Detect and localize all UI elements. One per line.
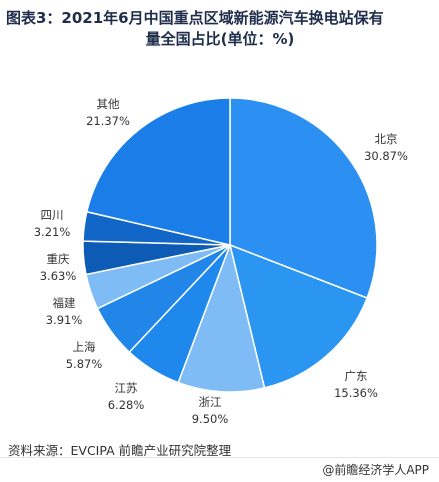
pie-labels: 北京 30.87% 广东 15.36% 浙江 9.50% 江苏 6.28% 上海 5.87% 福建 3… [34, 97, 408, 426]
footer-divider [0, 457, 439, 458]
pie-slice-2 [228, 243, 369, 389]
slice-name-label: 浙江 [199, 395, 222, 409]
chart-title-line-1: 图表3：2021年6月中国重点区域新能源汽车换电站保有 [6, 9, 384, 27]
slice-name-label: 江苏 [115, 381, 138, 395]
slice-value-label: 5.87% [66, 357, 103, 371]
slice-value-label: 3.63% [40, 269, 77, 283]
pie-slices [82, 97, 378, 393]
slice-name-label: 重庆 [47, 252, 70, 266]
slice-value-label: 30.87% [364, 149, 408, 163]
slice-value-label: 6.28% [108, 398, 145, 412]
slice-name-label: 其他 [97, 97, 120, 111]
pie-chart: 北京 30.87% 广东 15.36% 浙江 9.50% 江苏 6.28% 上海 5.87% 福建 3… [34, 97, 408, 426]
slice-value-label: 15.36% [334, 386, 378, 400]
slice-value-label: 9.50% [192, 412, 229, 426]
slice-name-label: 上海 [73, 340, 96, 354]
slice-name-label: 北京 [375, 132, 398, 146]
slice-name-label: 广东 [345, 369, 368, 383]
chart-title: 图表3：2021年6月中国重点区域新能源汽车换电站保有 量全国占比(单位：%) [6, 8, 434, 50]
pie-slice-9 [85, 97, 231, 246]
slice-value-label: 3.21% [34, 225, 71, 239]
source-note: 资料来源：EVCIPA 前瞻产业研究院整理 [8, 443, 232, 458]
slice-value-label: 3.91% [46, 313, 83, 327]
brand-label: @前瞻经济学人APP [322, 463, 429, 477]
chart-title-line-2: 量全国占比(单位：%) [145, 30, 295, 48]
slice-name-label: 四川 [41, 208, 64, 222]
slice-value-label: 21.37% [86, 114, 130, 128]
pie-slice-1 [229, 97, 378, 299]
slice-name-label: 福建 [53, 296, 76, 310]
pie-slice-3 [177, 242, 266, 393]
